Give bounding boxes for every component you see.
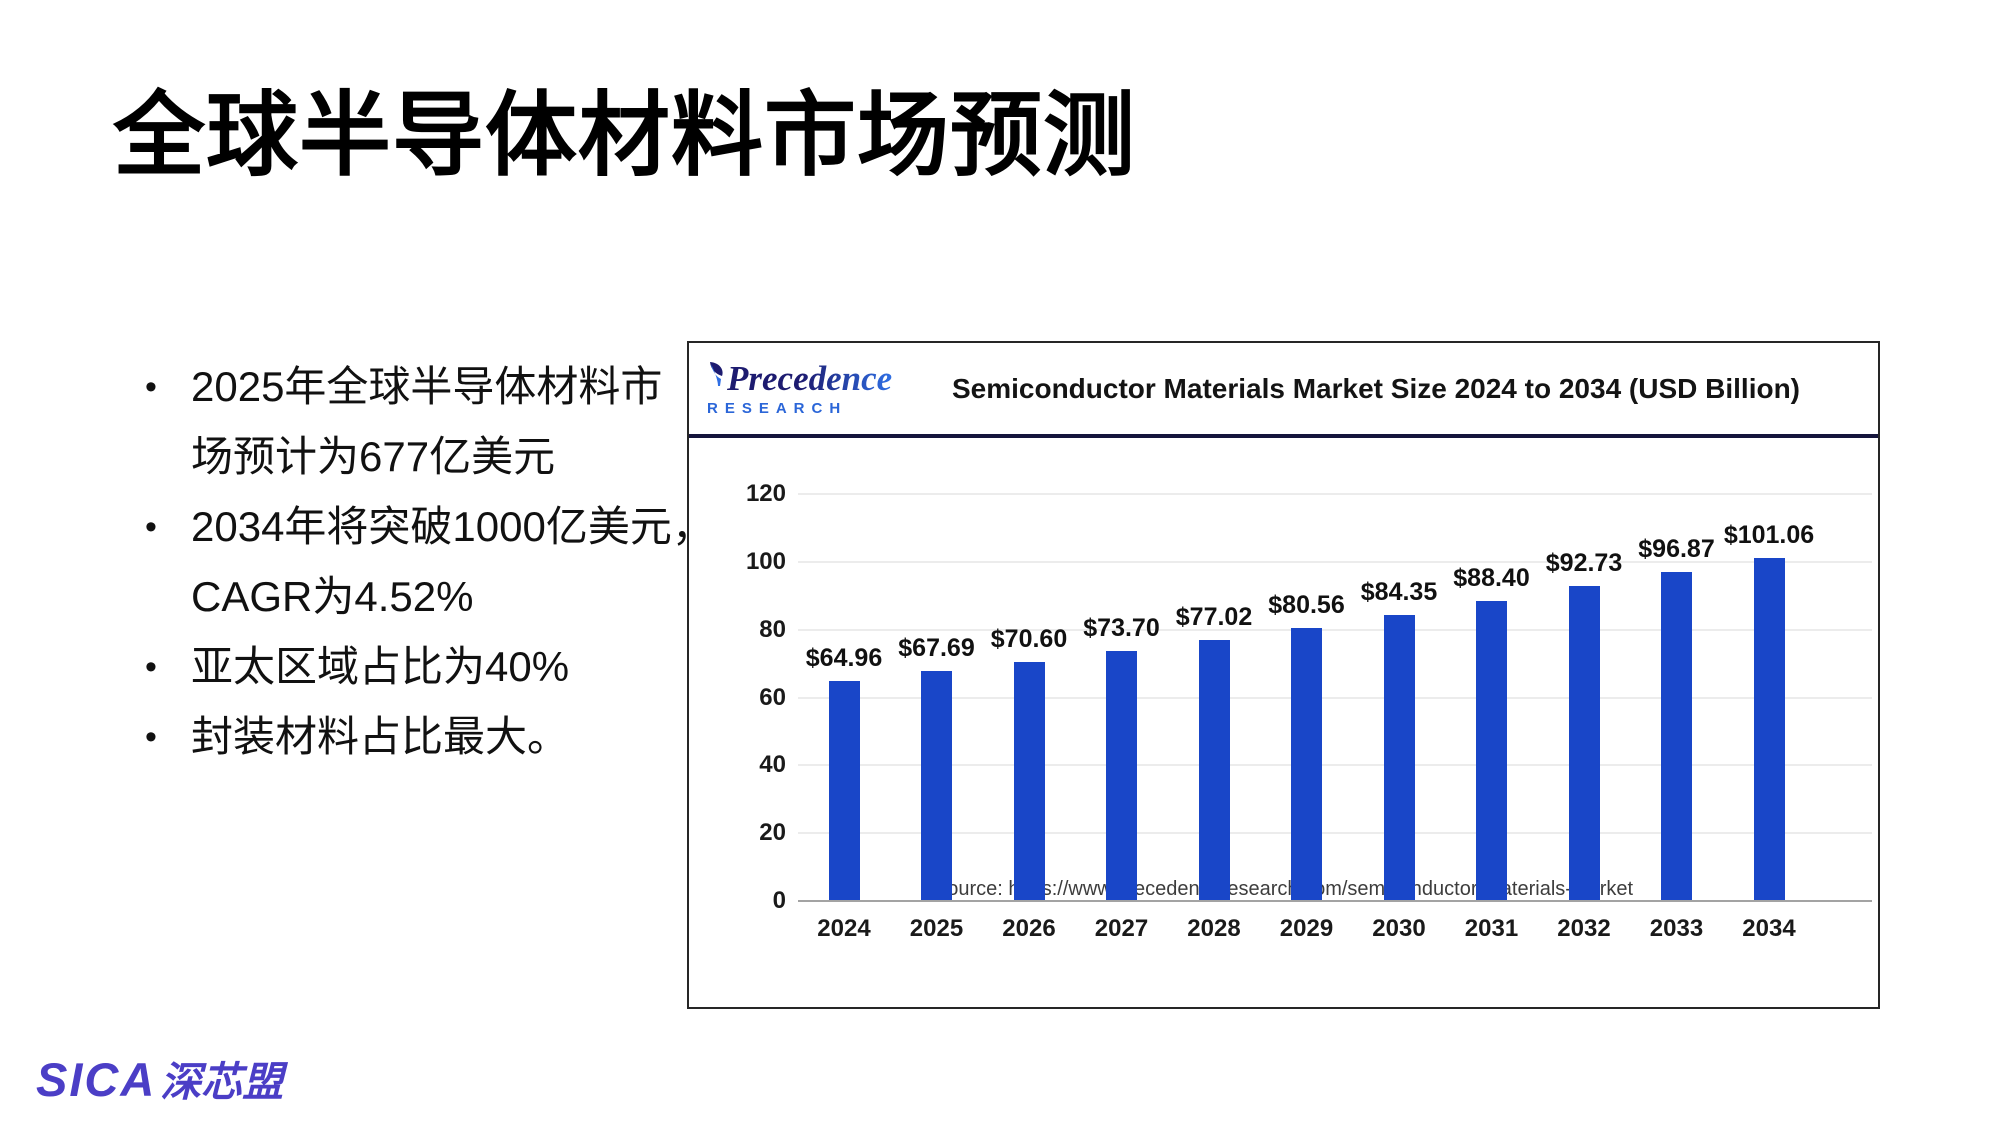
gridline [798, 696, 1872, 699]
bar-value-label: $80.56 [1268, 590, 1345, 619]
gridline [798, 764, 1872, 767]
bar-value-label: $77.02 [1175, 602, 1253, 631]
bullet-text: 封装材料占比最大。 [191, 713, 570, 760]
x-axis-tick-label: 2025 [909, 915, 964, 942]
y-axis-tick-label: 60 [759, 683, 786, 711]
bullet-text: 2025年全球半导体材料市 场预计为677亿美元 [191, 363, 663, 480]
gridline [798, 628, 1872, 631]
y-axis-tick-label: 100 [745, 547, 786, 575]
x-axis-tick-label: 2034 [1742, 915, 1796, 942]
gridline [798, 560, 1872, 563]
y-axis-tick-label: 20 [759, 819, 786, 847]
bullet-item: • 封装材料占比最大。 [145, 702, 714, 772]
bar-value-label: $84.35 [1360, 577, 1438, 606]
leaf-icon [710, 361, 723, 386]
bar-value-label: $70.60 [990, 624, 1068, 653]
bar-2033 [1661, 572, 1692, 901]
bullet-item: • 2034年将突破1000亿美元， CAGR为4.52% [145, 492, 714, 632]
x-axis-tick-label: 2030 [1372, 915, 1426, 942]
bullet-item: • 亚太区域占比为40% [145, 632, 714, 702]
bar-2030 [1383, 614, 1415, 901]
bullet-text: 亚太区域占比为40% [191, 643, 570, 690]
x-axis-tick-label: 2032 [1557, 915, 1611, 942]
axis-baseline [798, 900, 1872, 902]
y-axis-tick-label: 40 [759, 751, 786, 779]
bar-value-label: $67.69 [898, 634, 975, 663]
bar-value-label: $96.87 [1638, 535, 1715, 564]
bar-2034 [1753, 558, 1785, 901]
bullet-dot-icon: • [145, 718, 157, 756]
chart-panel: Precedence RESEARCH Semiconductor Materi… [687, 341, 1880, 1009]
bar-2025 [921, 671, 952, 901]
sica-logo: SICA 深芯盟 [36, 1048, 283, 1108]
x-axis-tick-label: 2029 [1279, 915, 1334, 942]
bar-value-label: $92.73 [1545, 549, 1623, 578]
bar-2031 [1476, 601, 1507, 901]
bullet-dot-icon: • [145, 648, 157, 686]
bullet-dot-icon: • [145, 368, 157, 406]
bar-value-label: $73.70 [1083, 614, 1160, 643]
bar-2029 [1291, 627, 1322, 901]
bar-2026 [1013, 661, 1045, 901]
sica-logo-latin: SICA [36, 1053, 157, 1106]
plot-area: 0 20 40 60 80 100 120 $64.96 2024 $67.69 2025 $70.6… [689, 442, 1878, 1007]
page-title: 全球半导体材料市场预测 [113, 85, 1137, 187]
bar-value-label: $88.40 [1453, 564, 1530, 593]
bullet-dot-icon: • [145, 508, 157, 546]
bullet-item: • 2025年全球半导体材料市 场预计为677亿美元 [145, 352, 714, 492]
logo-research-text: RESEARCH [707, 399, 848, 417]
x-axis-tick-label: 2028 [1187, 915, 1241, 942]
bar-2027 [1106, 651, 1137, 901]
bar-value-label: $101.06 [1723, 521, 1815, 550]
source-text: Source: https://www.precedenceresearch.c… [933, 878, 1634, 900]
gridline [798, 493, 1872, 495]
x-axis-tick-label: 2027 [1094, 915, 1149, 942]
bar-2024 [828, 680, 860, 901]
y-axis-tick-label: 80 [759, 615, 786, 643]
bar-2028 [1198, 639, 1230, 901]
x-axis-tick-label: 2031 [1464, 915, 1519, 942]
bullet-text: 2034年将突破1000亿美元， CAGR为4.52% [191, 503, 714, 620]
x-axis-tick-label: 2033 [1649, 915, 1704, 942]
bar-2032 [1568, 586, 1600, 901]
y-axis-tick-label: 120 [745, 480, 786, 507]
y-axis-tick-label: 0 [772, 887, 786, 914]
x-axis-tick-label: 2024 [817, 915, 871, 942]
bullet-list: • 2025年全球半导体材料市 场预计为677亿美元 • 2034年将突破1000亿美元… [145, 352, 714, 772]
chart-header: Precedence RESEARCH Semiconductor Materi… [689, 343, 1878, 438]
bar-value-label: $64.96 [805, 643, 883, 672]
sica-logo-cjk: 深芯盟 [160, 1059, 284, 1105]
gridline [798, 832, 1872, 835]
precedence-research-logo: Precedence RESEARCH [707, 358, 902, 417]
x-axis-tick-label: 2026 [1002, 915, 1056, 942]
logo-wordmark: Precedence [727, 358, 893, 398]
chart-title: Semiconductor Materials Market Size 2024… [951, 372, 1801, 404]
